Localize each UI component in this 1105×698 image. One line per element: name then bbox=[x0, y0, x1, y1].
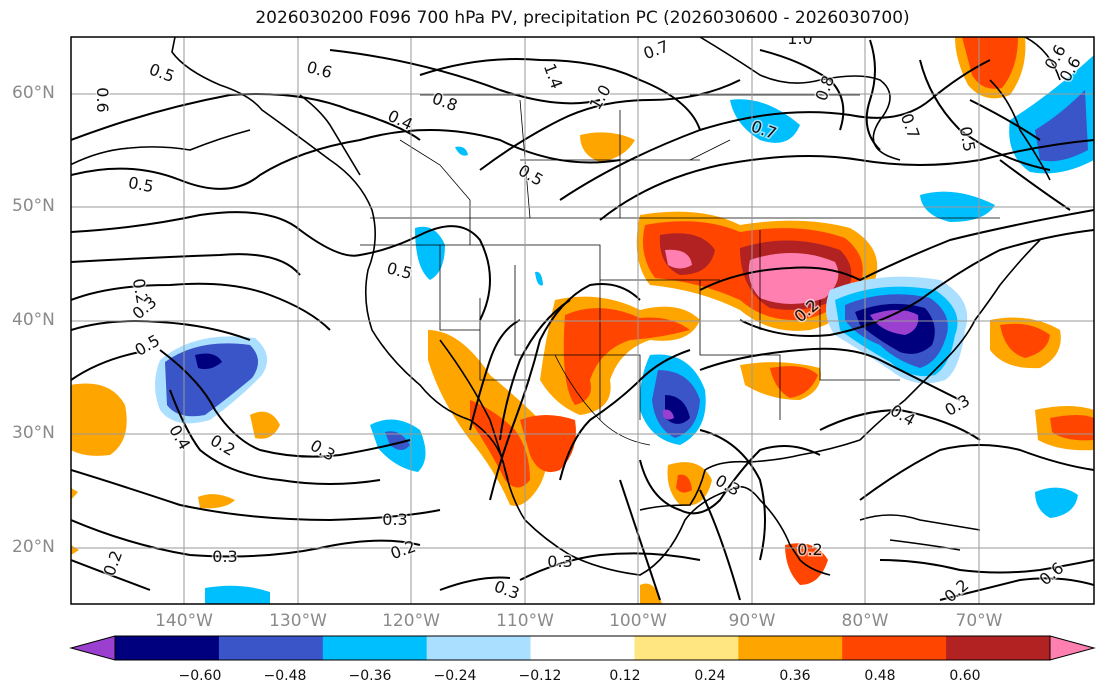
colorbar-tick-label: −0.24 bbox=[433, 668, 477, 684]
lon-label-110w: 110°W bbox=[496, 611, 554, 631]
lat-label-50n: 50°N bbox=[12, 196, 55, 216]
pv-contours bbox=[71, 39, 1094, 601]
contour-label: 0.5 bbox=[956, 125, 979, 153]
precip-anomaly-fills bbox=[71, 37, 1094, 604]
contour-label: 0.2 bbox=[797, 540, 822, 559]
colorbar-extend-max bbox=[1049, 635, 1096, 661]
colorbar-swatch bbox=[842, 636, 947, 660]
colorbar-tick-label: −0.12 bbox=[518, 668, 562, 684]
contour-label: 0.6 bbox=[93, 87, 112, 112]
map-frame bbox=[70, 36, 1095, 605]
contour-label: 0.3 bbox=[547, 552, 572, 571]
colorbar-border bbox=[114, 635, 1051, 661]
lon-label-120w: 120°W bbox=[382, 611, 440, 631]
lat-label-30n: 30°N bbox=[12, 423, 55, 443]
colorbar bbox=[69, 635, 1096, 661]
colorbar-tick-label: 0.12 bbox=[609, 668, 641, 684]
colorbar-tick-label: −0.36 bbox=[348, 668, 392, 684]
lon-label-80w: 80°W bbox=[841, 611, 889, 631]
coastlines bbox=[71, 37, 1061, 576]
political-borders bbox=[360, 94, 1000, 446]
graticule bbox=[71, 37, 1094, 604]
lon-label-130w: 130°W bbox=[269, 611, 327, 631]
lat-label-20n: 20°N bbox=[12, 537, 55, 557]
map-title: 2026030200 F096 700 hPa PV, precipitatio… bbox=[255, 8, 910, 28]
contour-label: 0.3 bbox=[212, 547, 237, 566]
lon-label-100w: 100°W bbox=[609, 611, 667, 631]
colorbar-swatch bbox=[946, 636, 1051, 660]
colorbar-extend-min bbox=[69, 635, 116, 661]
lon-label-140w: 140°W bbox=[155, 611, 213, 631]
colorbar-tick-label: 0.60 bbox=[949, 668, 981, 684]
lat-label-40n: 40°N bbox=[12, 310, 55, 330]
colorbar-tick-label: 0.36 bbox=[779, 668, 811, 684]
colorbar-swatch bbox=[634, 636, 739, 660]
colorbar-tick-label: −0.48 bbox=[263, 668, 307, 684]
colorbar-swatch bbox=[738, 636, 843, 660]
contour-label: 1.0 bbox=[787, 29, 812, 48]
colorbar-swatch bbox=[530, 636, 635, 660]
colorbar-tick-label: 0.48 bbox=[864, 668, 896, 684]
colorbar-tick-label: −0.60 bbox=[178, 668, 222, 684]
colorbar-swatch bbox=[218, 636, 324, 660]
lon-label-90w: 90°W bbox=[728, 611, 776, 631]
colorbar-tick-label: 0.24 bbox=[694, 668, 726, 684]
colorbar-swatch bbox=[115, 636, 220, 660]
contour-label: 0.3 bbox=[382, 510, 407, 529]
colorbar-swatch bbox=[322, 636, 428, 660]
lat-label-60n: 60°N bbox=[12, 83, 55, 103]
lon-label-70w: 70°W bbox=[955, 611, 1003, 631]
colorbar-swatch bbox=[426, 636, 532, 660]
